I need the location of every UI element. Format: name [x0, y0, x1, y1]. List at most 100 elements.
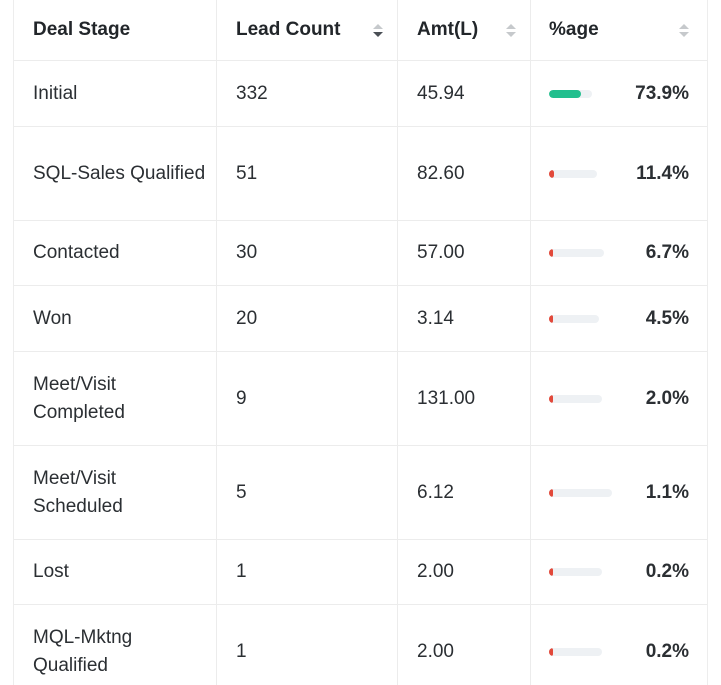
percentage-text: 11.4%	[636, 162, 689, 184]
sort-icon[interactable]	[679, 23, 689, 37]
cell-lead-count: 9	[217, 352, 398, 445]
cell-amount: 131.00	[398, 352, 531, 445]
table-row[interactable]: Lost 1 2.00 0.2%	[14, 540, 707, 605]
progress-bar-fill	[549, 249, 553, 257]
cell-percentage: 1.1%	[531, 446, 707, 539]
cell-percentage: 73.9%	[531, 61, 707, 126]
cell-percentage: 11.4%	[531, 127, 707, 220]
lead-count-text: 51	[236, 162, 258, 184]
progress-bar-fill	[549, 488, 553, 497]
table-row[interactable]: Initial 332 45.94 73.9%	[14, 61, 707, 127]
lead-count-text: 332	[236, 82, 268, 104]
cell-lead-count: 332	[217, 61, 398, 126]
cell-amount: 57.00	[398, 221, 531, 285]
cell-deal-stage: Initial	[14, 61, 217, 126]
deal-stage-text: Lost	[33, 561, 69, 582]
amount-text: 3.14	[417, 307, 454, 329]
amount-text: 57.00	[417, 242, 465, 263]
cell-deal-stage: Won	[14, 286, 217, 351]
cell-percentage: 0.2%	[531, 605, 707, 685]
deal-stage-text: SQL-Sales Qualified	[33, 162, 206, 184]
progress-bar	[549, 488, 612, 497]
progress-bar	[549, 647, 602, 656]
table-row[interactable]: MQL-Mktng Qualified 1 2.00 0.2%	[14, 605, 707, 685]
cell-deal-stage: Lost	[14, 540, 217, 604]
percentage-text: 4.5%	[645, 307, 689, 329]
deal-stage-table: Deal Stage Lead Count Amt(L) %age Initia…	[13, 0, 708, 685]
percentage-text: 1.1%	[645, 481, 689, 503]
cell-deal-stage: Meet/Visit Scheduled	[14, 446, 217, 539]
cell-deal-stage: Meet/Visit Completed	[14, 352, 217, 445]
percentage-text: 6.7%	[645, 242, 689, 263]
progress-bar-fill	[549, 169, 554, 178]
cell-lead-count: 20	[217, 286, 398, 351]
cell-lead-count: 1	[217, 605, 398, 685]
header-label: Amt(L)	[417, 19, 479, 40]
progress-bar-fill	[549, 314, 553, 323]
progress-bar-fill	[549, 647, 553, 656]
cell-amount: 6.12	[398, 446, 531, 539]
cell-deal-stage: SQL-Sales Qualified	[14, 127, 217, 220]
amount-text: 82.60	[417, 162, 465, 184]
cell-deal-stage: MQL-Mktng Qualified	[14, 605, 217, 685]
cell-amount: 2.00	[398, 540, 531, 604]
table-row[interactable]: Contacted 30 57.00 6.7%	[14, 221, 707, 286]
table-row[interactable]: SQL-Sales Qualified 51 82.60 11.4%	[14, 127, 707, 221]
cell-deal-stage: Contacted	[14, 221, 217, 285]
table-header-row: Deal Stage Lead Count Amt(L) %age	[14, 0, 707, 61]
progress-bar	[549, 249, 604, 257]
table-row[interactable]: Meet/Visit Scheduled 5 6.12 1.1%	[14, 446, 707, 540]
header-label: %age	[549, 19, 599, 40]
amount-text: 131.00	[417, 387, 476, 409]
deal-stage-text: Won	[33, 307, 72, 329]
deal-stage-text: Meet/Visit Completed	[33, 373, 125, 423]
header-deal-stage: Deal Stage	[14, 0, 217, 60]
lead-count-text: 20	[236, 307, 258, 329]
cell-percentage: 0.2%	[531, 540, 707, 604]
progress-bar-fill	[549, 89, 581, 98]
amount-text: 45.94	[417, 82, 465, 104]
cell-percentage: 2.0%	[531, 352, 707, 445]
header-label: Lead Count	[236, 19, 341, 40]
sort-icon[interactable]	[373, 23, 383, 37]
header-lead-count[interactable]: Lead Count	[217, 0, 398, 60]
progress-bar-fill	[549, 394, 553, 403]
percentage-text: 0.2%	[645, 640, 689, 662]
sort-icon[interactable]	[506, 23, 516, 37]
cell-amount: 45.94	[398, 61, 531, 126]
cell-percentage: 4.5%	[531, 286, 707, 351]
lead-count-text: 1	[236, 640, 247, 662]
header-amount[interactable]: Amt(L)	[398, 0, 531, 60]
lead-count-text: 9	[236, 387, 247, 409]
progress-bar	[549, 568, 602, 576]
percentage-text: 0.2%	[645, 561, 689, 582]
cell-lead-count: 1	[217, 540, 398, 604]
header-percentage[interactable]: %age	[531, 0, 707, 60]
progress-bar	[549, 394, 602, 403]
percentage-text: 73.9%	[635, 82, 689, 104]
table-row[interactable]: Won 20 3.14 4.5%	[14, 286, 707, 352]
deal-stage-text: Initial	[33, 82, 78, 104]
lead-count-text: 30	[236, 242, 258, 263]
progress-bar	[549, 169, 597, 178]
table-row[interactable]: Meet/Visit Completed 9 131.00 2.0%	[14, 352, 707, 446]
lead-count-text: 1	[236, 561, 247, 582]
cell-amount: 3.14	[398, 286, 531, 351]
cell-lead-count: 51	[217, 127, 398, 220]
cell-amount: 2.00	[398, 605, 531, 685]
amount-text: 2.00	[417, 640, 454, 662]
percentage-text: 2.0%	[645, 387, 689, 409]
progress-bar	[549, 89, 592, 98]
progress-bar	[549, 314, 599, 323]
cell-amount: 82.60	[398, 127, 531, 220]
deal-stage-text: Contacted	[33, 242, 120, 263]
cell-lead-count: 5	[217, 446, 398, 539]
progress-bar-fill	[549, 568, 553, 576]
amount-text: 6.12	[417, 481, 454, 503]
amount-text: 2.00	[417, 561, 454, 582]
deal-stage-text: MQL-Mktng Qualified	[33, 626, 133, 676]
cell-percentage: 6.7%	[531, 221, 707, 285]
cell-lead-count: 30	[217, 221, 398, 285]
header-label: Deal Stage	[33, 19, 131, 40]
lead-count-text: 5	[236, 481, 247, 503]
